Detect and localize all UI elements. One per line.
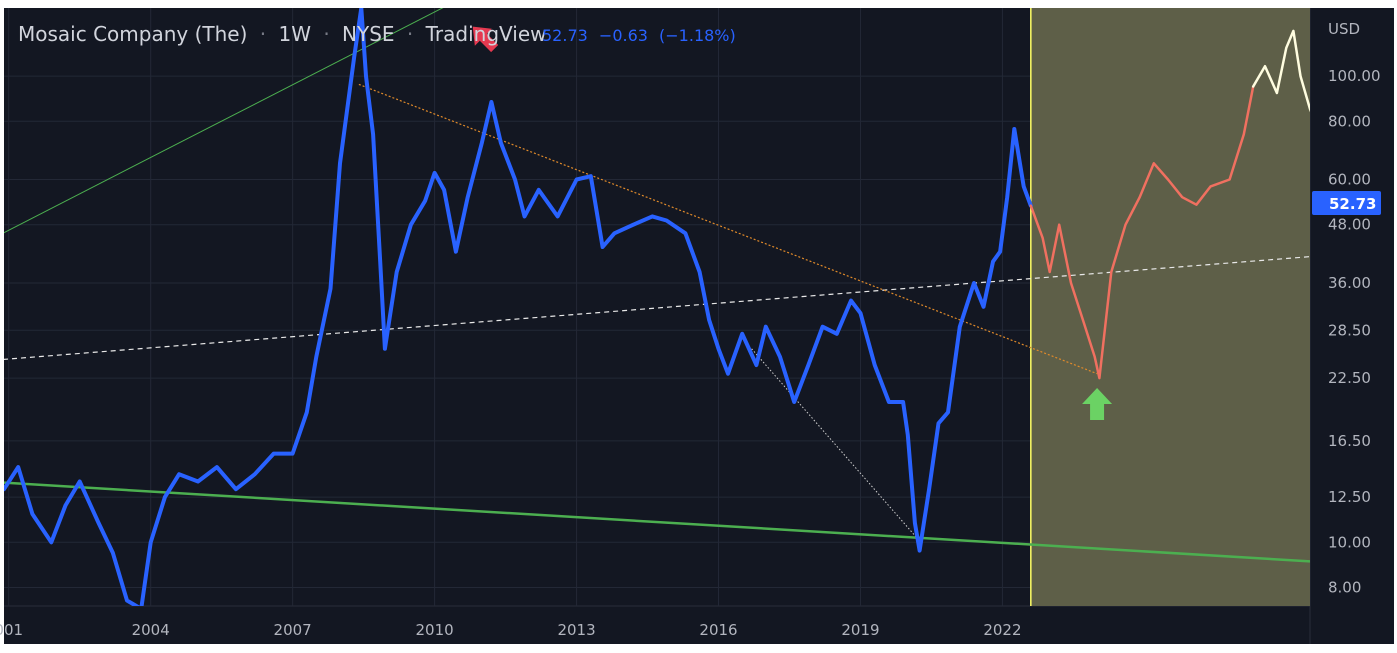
- last-price-tag[interactable]: 52.73: [1312, 191, 1381, 215]
- time-axis: 001 2004 2007 2010 2013 2016 2019 2022: [0, 621, 1022, 639]
- time-tick-label: 2007: [274, 621, 312, 639]
- svg-text:52.73 −0.63 (−: 52.73 −0.63 (−1.18%): [542, 26, 736, 45]
- price-tick-label: 10.00: [1328, 533, 1371, 551]
- price-tick-label: 60.00: [1328, 171, 1371, 189]
- price-tick-label: 16.50: [1328, 432, 1371, 450]
- time-tick-label: 2016: [699, 621, 737, 639]
- price-tick-label: 12.50: [1328, 488, 1371, 506]
- header-change: −0.63: [599, 26, 648, 45]
- time-tick-label: 001: [0, 621, 23, 639]
- price-tick-label: 100.00: [1328, 67, 1381, 85]
- currency-label: USD: [1328, 20, 1360, 38]
- trendline-green-thick[interactable]: [0, 481, 1310, 563]
- price-tick-label: 28.50: [1328, 321, 1371, 339]
- time-tick-label: 2013: [557, 621, 595, 639]
- red-arrow-icon[interactable]: [464, 18, 503, 57]
- series-line-salmon[interactable]: [1029, 85, 1255, 380]
- time-tick-label: 2010: [416, 621, 454, 639]
- price-tick-label: 22.50: [1328, 369, 1371, 387]
- price-tick-label: 80.00: [1328, 112, 1371, 130]
- trendline-white-dashed[interactable]: [0, 256, 1310, 361]
- green-up-arrow-icon[interactable]: [1082, 387, 1113, 420]
- price-axis-panel: [1310, 8, 1394, 606]
- interval-label: 1W: [278, 22, 311, 46]
- separator-3: ·: [407, 22, 413, 46]
- time-tick-label: 2004: [132, 621, 170, 639]
- last-price-label: 52.73: [1329, 195, 1376, 213]
- series-line-cream[interactable]: [1251, 29, 1334, 134]
- exchange-label: NYSE: [342, 22, 395, 46]
- price-axis: 100.00 80.00 60.00 48.00 36.00 28.50 22.50 16.5…: [1328, 67, 1381, 596]
- symbol-name: Mosaic Company (The): [18, 22, 247, 46]
- trendline-orange-dotted[interactable]: [358, 83, 1098, 375]
- last-price-badge: [1312, 191, 1381, 215]
- markers: [464, 18, 1113, 420]
- source-label: TradingView: [425, 22, 547, 46]
- header-change-pct: (−1.18%): [659, 26, 736, 45]
- separator-1: ·: [260, 22, 266, 46]
- price-tick-label: 36.00: [1328, 274, 1371, 292]
- price-tick-label: 48.00: [1328, 216, 1371, 234]
- trendline-green-thin[interactable]: [0, 0, 837, 242]
- series-line-blue[interactable]: [4, 8, 1033, 609]
- time-tick-label: 2019: [841, 621, 879, 639]
- legend-header[interactable]: Mosaic Company (The) · 1W · NYSE · Tradi…: [18, 22, 736, 46]
- svg-text:Mosaic Company (The) ·: Mosaic Company (The) · 1W · NYSE · Tradi…: [18, 22, 546, 46]
- time-axis-panel: [4, 606, 1394, 644]
- separator-2: ·: [323, 22, 329, 46]
- header-price: 52.73: [542, 26, 588, 45]
- price-tick-label: 8.00: [1328, 578, 1361, 596]
- time-tick-label: 2022: [983, 621, 1021, 639]
- trendlines: [0, 0, 1310, 563]
- price-series: [4, 8, 1334, 609]
- highlight-zone: [1030, 8, 1310, 606]
